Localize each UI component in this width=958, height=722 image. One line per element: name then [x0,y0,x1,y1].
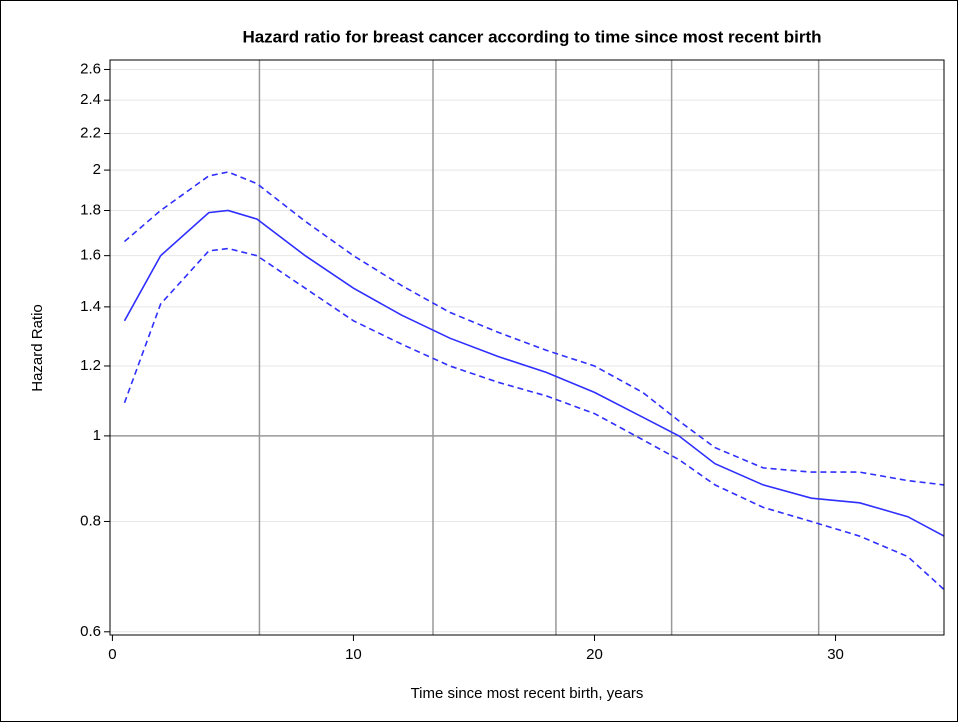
y-tick-label: 1.6 [80,247,101,264]
x-tick-label: 30 [827,646,844,663]
x-axis-label: Time since most recent birth, years [411,685,644,702]
x-tick-label: 20 [586,646,603,663]
y-tick-label: 2.2 [80,125,101,142]
series-line [123,209,945,537]
x-tick-label: 10 [345,646,362,663]
chart-title: Hazard ratio for breast cancer according… [242,27,821,46]
y-tick-label: 1.2 [80,357,101,374]
y-tick-label: 0.6 [80,623,101,640]
y-tick-label: 2.6 [80,60,101,77]
series-line [123,247,945,591]
y-tick-label: 0.8 [80,512,101,529]
series-line [123,171,945,486]
y-tick-label: 1.8 [80,201,101,218]
plot-frame [109,59,945,636]
y-tick-label: 2 [93,161,101,178]
y-tick-label: 1.4 [80,298,101,315]
y-axis-label: Hazard Ratio [29,304,46,392]
x-tick-label: 0 [108,646,116,663]
y-tick-label: 1 [93,427,101,444]
y-tick-label: 2.4 [80,91,101,108]
